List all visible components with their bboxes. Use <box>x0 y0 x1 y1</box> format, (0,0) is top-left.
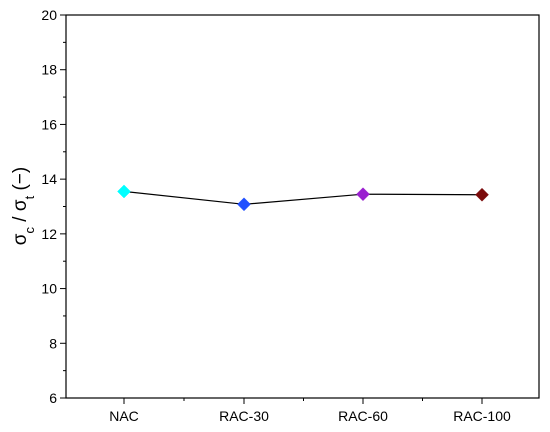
y-label-sep: / σ <box>10 199 31 227</box>
data-point-rac-60 <box>356 187 370 202</box>
data-point-rac-100 <box>475 187 489 202</box>
x-axis: NAC RAC-30 RAC-60 RAC-100 <box>109 398 511 424</box>
data-point-rac-30 <box>237 197 251 212</box>
plot-frame <box>65 14 540 399</box>
data-point-nac <box>117 184 131 199</box>
y-label-sigma-c: σ <box>10 233 31 245</box>
series-layer <box>117 184 489 212</box>
y-tick-label: 8 <box>49 335 57 351</box>
y-tick-label: 20 <box>41 7 57 23</box>
y-label-sub-c: c <box>22 227 37 234</box>
y-tick-label: 16 <box>41 116 57 132</box>
x-tick-label: RAC-60 <box>338 408 388 424</box>
y-label-end: (−) <box>10 167 31 196</box>
y-tick-label: 18 <box>41 62 57 78</box>
series-line <box>123 190 483 205</box>
y-axis-label: σc / σt (−) <box>10 167 37 245</box>
y-tick-label: 10 <box>41 281 57 297</box>
x-tick-label: RAC-30 <box>219 408 269 424</box>
y-tick-label: 6 <box>49 390 57 406</box>
y-label-sub-t: t <box>22 195 37 199</box>
x-tick-label: NAC <box>109 408 139 424</box>
y-tick-label: 14 <box>41 171 57 187</box>
y-tick-label: 12 <box>41 226 57 242</box>
x-tick-label: RAC-100 <box>453 408 511 424</box>
y-axis: 6 8 10 12 14 16 18 20 <box>41 7 66 406</box>
